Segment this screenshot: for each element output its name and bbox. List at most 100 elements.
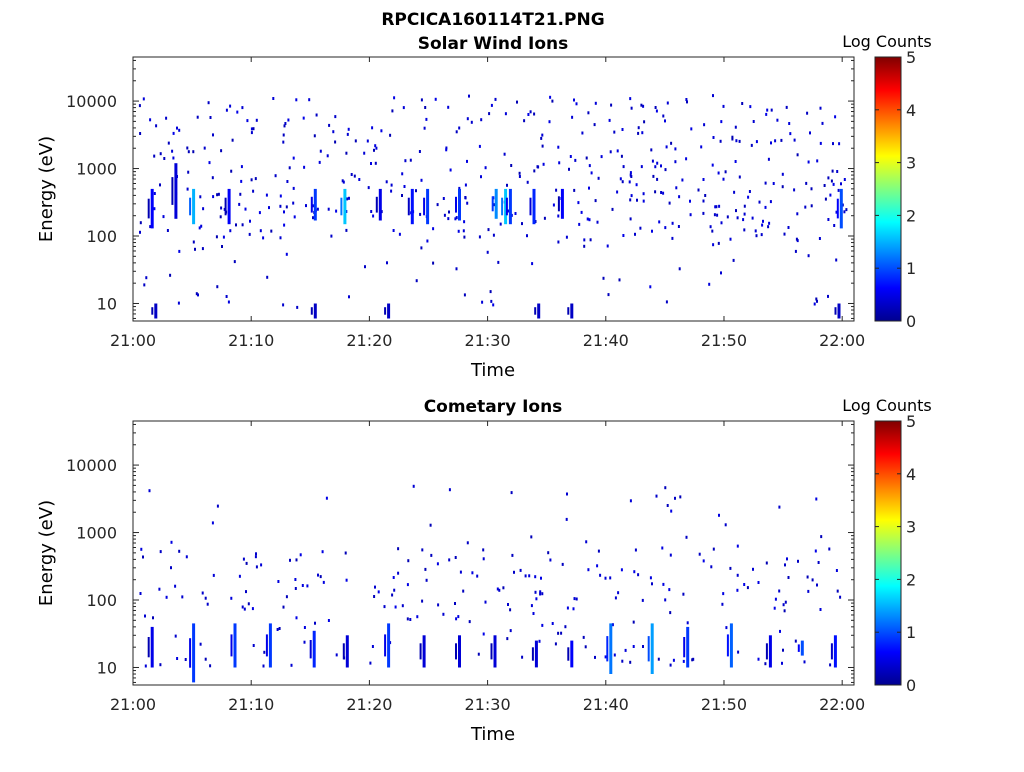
count-pixel bbox=[373, 148, 375, 152]
count-pixel bbox=[284, 122, 287, 125]
count-pixel bbox=[153, 207, 156, 211]
count-pixel bbox=[335, 209, 338, 213]
count-pixel bbox=[159, 663, 162, 667]
count-pixel bbox=[538, 639, 541, 643]
count-pixel bbox=[496, 587, 499, 591]
count-pixel bbox=[582, 635, 585, 639]
count-pixel bbox=[785, 105, 788, 109]
count-pixel bbox=[613, 130, 616, 134]
count-pixel bbox=[642, 192, 645, 196]
count-band bbox=[830, 643, 833, 660]
count-pixel bbox=[829, 193, 832, 197]
count-pixel bbox=[541, 133, 544, 137]
count-pixel bbox=[139, 132, 142, 135]
count-band bbox=[609, 623, 613, 674]
count-pixel bbox=[827, 294, 829, 298]
count-pixel bbox=[557, 214, 560, 218]
count-pixel bbox=[596, 220, 599, 224]
count-pixel bbox=[402, 106, 405, 110]
count-pixel bbox=[819, 608, 822, 611]
count-pixel bbox=[143, 283, 146, 287]
count-pixel bbox=[640, 165, 643, 169]
count-pixel bbox=[668, 201, 671, 205]
count-pixel bbox=[741, 102, 744, 105]
count-pixel bbox=[470, 120, 473, 124]
count-pixel bbox=[781, 185, 784, 189]
count-pixel bbox=[810, 204, 813, 208]
count-pixel bbox=[158, 587, 161, 591]
heatmap-data bbox=[139, 484, 842, 683]
count-pixel bbox=[199, 642, 202, 646]
count-pixel bbox=[165, 595, 168, 599]
count-pixel bbox=[507, 209, 510, 213]
x-tick-label: 22:00 bbox=[819, 695, 865, 714]
count-pixel bbox=[641, 131, 644, 135]
colorbar-tick-label: 0 bbox=[906, 676, 916, 695]
count-pixel bbox=[664, 119, 666, 123]
count-pixel bbox=[511, 553, 514, 557]
count-pixel bbox=[176, 657, 179, 660]
count-pixel bbox=[827, 218, 830, 221]
count-pixel bbox=[468, 620, 471, 624]
count-pixel bbox=[348, 196, 350, 200]
x-tick-label: 21:30 bbox=[465, 695, 511, 714]
count-pixel bbox=[186, 146, 189, 150]
y-tick-label: 100 bbox=[86, 591, 117, 610]
count-pixel bbox=[806, 111, 809, 115]
count-band bbox=[570, 640, 574, 668]
count-pixel bbox=[401, 172, 404, 176]
count-band bbox=[233, 623, 237, 668]
count-pixel bbox=[702, 211, 705, 215]
count-pixel bbox=[597, 176, 600, 180]
count-pixel bbox=[144, 664, 147, 668]
count-pixel bbox=[235, 223, 237, 227]
count-pixel bbox=[755, 140, 758, 144]
count-pixel bbox=[655, 109, 658, 113]
count-pixel bbox=[566, 492, 568, 496]
count-pixel bbox=[774, 139, 777, 143]
count-pixel bbox=[159, 550, 162, 554]
count-pixel bbox=[212, 133, 214, 137]
count-pixel bbox=[597, 549, 600, 553]
count-pixel bbox=[581, 131, 584, 135]
count-band bbox=[189, 638, 192, 668]
count-pixel bbox=[736, 216, 739, 220]
count-pixel bbox=[442, 612, 445, 616]
count-pixel bbox=[326, 154, 329, 158]
count-pixel bbox=[255, 565, 258, 569]
y-axis-label: Energy (eV) bbox=[36, 136, 57, 242]
y-tick-label: 10000 bbox=[66, 92, 117, 111]
x-tick-label: 21:10 bbox=[228, 331, 274, 350]
count-pixel bbox=[277, 580, 280, 583]
count-pixel bbox=[809, 131, 811, 135]
count-pixel bbox=[241, 106, 244, 110]
count-pixel bbox=[216, 285, 219, 289]
x-tick-label: 21:20 bbox=[346, 695, 392, 714]
count-pixel bbox=[268, 206, 270, 210]
count-pixel bbox=[713, 213, 716, 217]
count-pixel bbox=[391, 593, 394, 597]
count-pixel bbox=[765, 561, 768, 565]
count-pixel bbox=[380, 129, 383, 133]
count-pixel bbox=[341, 179, 344, 183]
count-pixel bbox=[558, 161, 561, 165]
count-pixel bbox=[436, 562, 439, 566]
count-pixel bbox=[430, 553, 433, 557]
count-pixel bbox=[437, 603, 440, 607]
count-pixel bbox=[295, 98, 298, 102]
count-pixel bbox=[424, 567, 427, 571]
count-pixel bbox=[685, 157, 688, 161]
x-axis-ticks: 21:00 21:10 21:20 21:30 21:40 21:50 22:00 bbox=[110, 421, 865, 714]
count-pixel bbox=[539, 592, 542, 596]
count-pixel bbox=[743, 228, 746, 232]
count-pixel bbox=[371, 126, 374, 130]
count-pixel bbox=[541, 144, 544, 148]
count-pixel bbox=[144, 614, 146, 618]
count-pixel bbox=[299, 553, 302, 557]
count-pixel bbox=[510, 491, 513, 495]
count-pixel bbox=[833, 224, 836, 227]
count-pixel bbox=[401, 194, 403, 197]
count-pixel bbox=[255, 118, 258, 122]
count-band bbox=[494, 188, 498, 219]
count-pixel bbox=[250, 131, 253, 135]
